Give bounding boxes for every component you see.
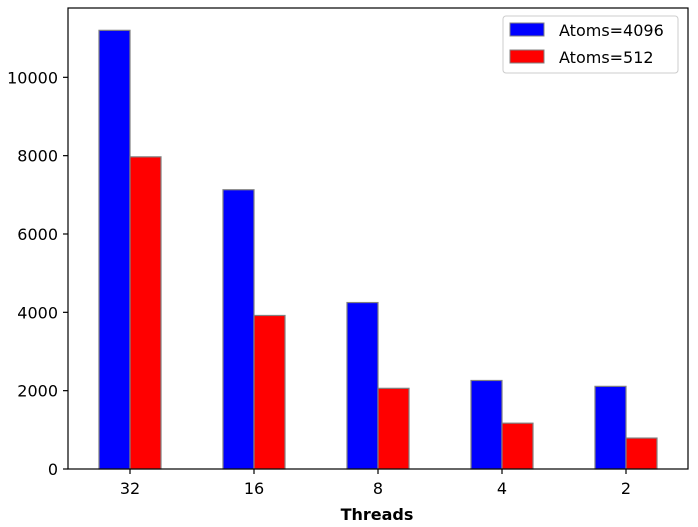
bar-atoms-512-8 (377, 387, 410, 470)
x-tick-label: 32 (120, 479, 140, 498)
x-tick-label: 2 (621, 479, 631, 498)
bar-atoms-4096-32 (98, 29, 131, 470)
bar-atoms-512-32 (129, 156, 162, 470)
x-tick-label: 4 (497, 479, 507, 498)
x-axis-title: Threads (341, 505, 414, 524)
x-tick-label: 8 (373, 479, 383, 498)
y-tick-label: 10000 (7, 68, 58, 87)
bar-atoms-4096-16 (222, 189, 255, 470)
y-tick-label: 6000 (17, 225, 58, 244)
bar-atoms-512-16 (253, 314, 286, 470)
bar-atoms-4096-4 (470, 379, 503, 470)
legend: Atoms=4096 Atoms=512 (502, 15, 679, 74)
bars-group (98, 29, 658, 470)
x-tick-label: 16 (244, 479, 264, 498)
y-tick-label: 4000 (17, 303, 58, 322)
y-tick-label: 8000 (17, 147, 58, 166)
y-axis: 0 2000 4000 6000 8000 10000 (7, 68, 68, 479)
y-tick-label: 0 (48, 460, 58, 479)
bar-atoms-4096-8 (346, 301, 379, 470)
legend-label: Atoms=4096 (559, 21, 664, 40)
x-axis: 32 16 8 4 2 (120, 469, 631, 498)
bar-atoms-512-2 (625, 437, 658, 470)
legend-swatch (509, 22, 545, 37)
legend-box (502, 15, 679, 74)
legend-swatch (509, 49, 545, 64)
bar-atoms-4096-2 (594, 385, 627, 470)
bar-atoms-512-4 (501, 422, 534, 470)
y-tick-label: 2000 (17, 382, 58, 401)
legend-label: Atoms=512 (559, 48, 654, 67)
